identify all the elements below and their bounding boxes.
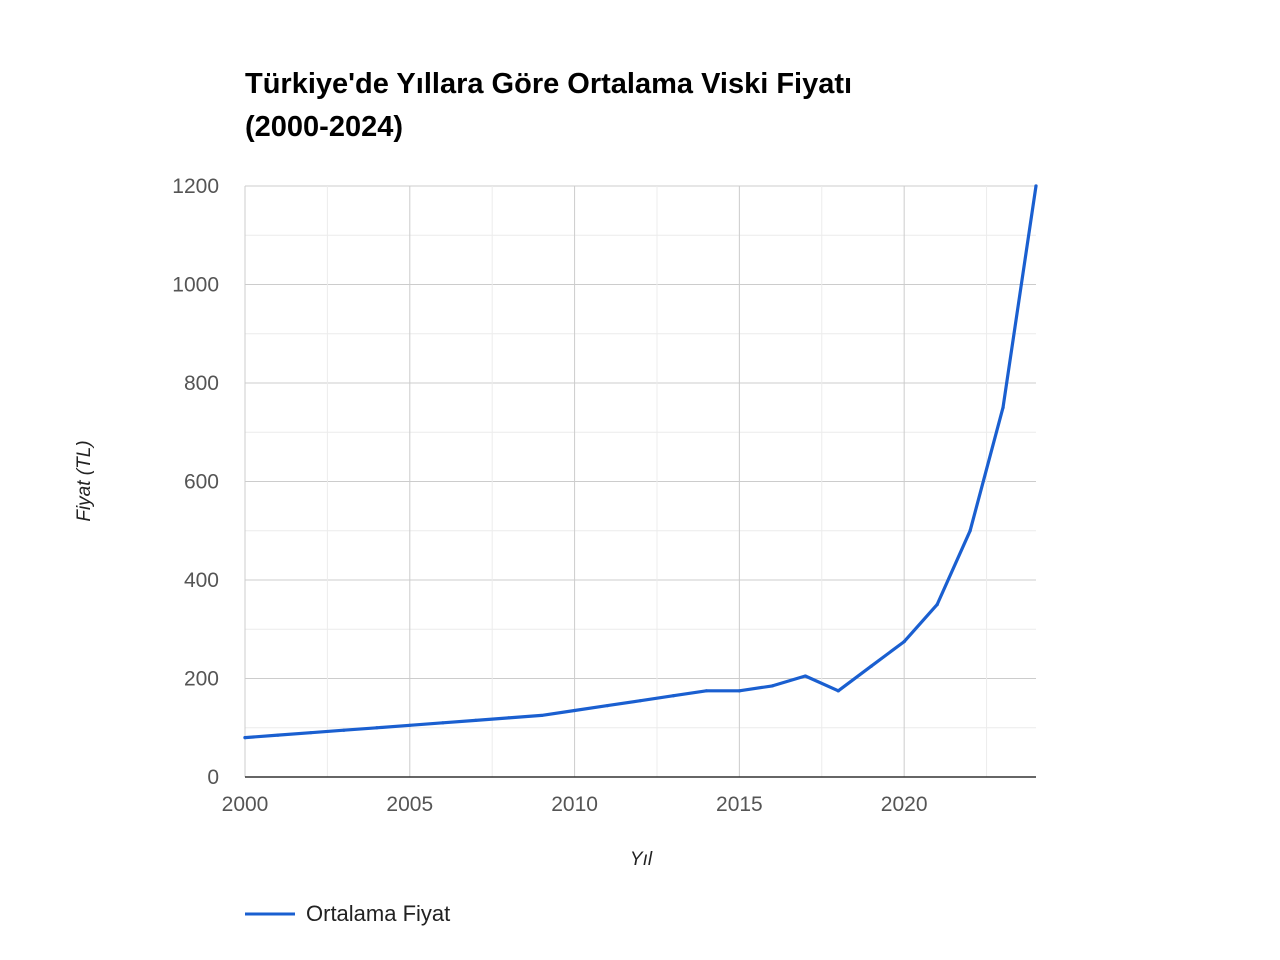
data-point	[441, 721, 445, 725]
y-tick-label: 0	[207, 766, 219, 789]
data-point	[276, 733, 280, 737]
series-line	[243, 184, 1038, 740]
x-tick-label: 2015	[716, 793, 763, 816]
data-point	[408, 723, 412, 727]
legend: Ortalama Fiyat	[245, 901, 450, 926]
y-tick-label: 200	[184, 668, 219, 691]
data-point	[309, 731, 313, 735]
data-point	[869, 664, 873, 668]
data-point	[638, 699, 643, 703]
gridlines	[244, 185, 1036, 777]
data-point	[605, 703, 610, 708]
data-point	[968, 529, 972, 533]
data-point	[704, 689, 709, 693]
y-tick-label: 600	[184, 471, 219, 494]
y-axis-label: Fiyat (TL)	[74, 440, 95, 521]
chart-title-line-1: Türkiye'de Yıllara Göre Ortalama Viski F…	[245, 68, 852, 100]
data-point	[737, 689, 741, 693]
data-point	[770, 684, 774, 688]
data-point	[803, 674, 807, 678]
data-point	[540, 713, 544, 718]
y-tick-label: 1200	[172, 175, 219, 198]
x-axis-ticks: 2000 2005 2010 2015 2020	[222, 793, 928, 816]
data-point	[474, 718, 478, 722]
data-point	[836, 689, 840, 693]
data-point	[671, 694, 676, 698]
y-tick-label: 800	[184, 372, 219, 395]
x-tick-label: 2005	[386, 793, 433, 816]
x-axis-label: Yıl	[630, 849, 653, 870]
series-group	[243, 184, 1038, 740]
data-point	[375, 726, 379, 730]
data-point	[1034, 184, 1038, 188]
data-point	[572, 708, 577, 713]
y-tick-label: 400	[184, 569, 219, 592]
data-point	[935, 603, 939, 607]
data-point	[902, 639, 906, 644]
x-tick-label: 2010	[551, 793, 598, 816]
chart-title-line-2: (2000-2024)	[245, 111, 403, 143]
legend-label: Ortalama Fiyat	[306, 901, 450, 926]
data-point	[342, 728, 346, 732]
data-point	[243, 736, 247, 740]
y-axis-ticks: 0 200 400 600 800 1000 1200	[172, 175, 219, 789]
x-tick-label: 2000	[222, 793, 269, 816]
data-point	[507, 716, 511, 720]
data-point	[1001, 406, 1005, 410]
y-tick-label: 1000	[172, 274, 219, 297]
x-tick-label: 2020	[881, 793, 928, 816]
